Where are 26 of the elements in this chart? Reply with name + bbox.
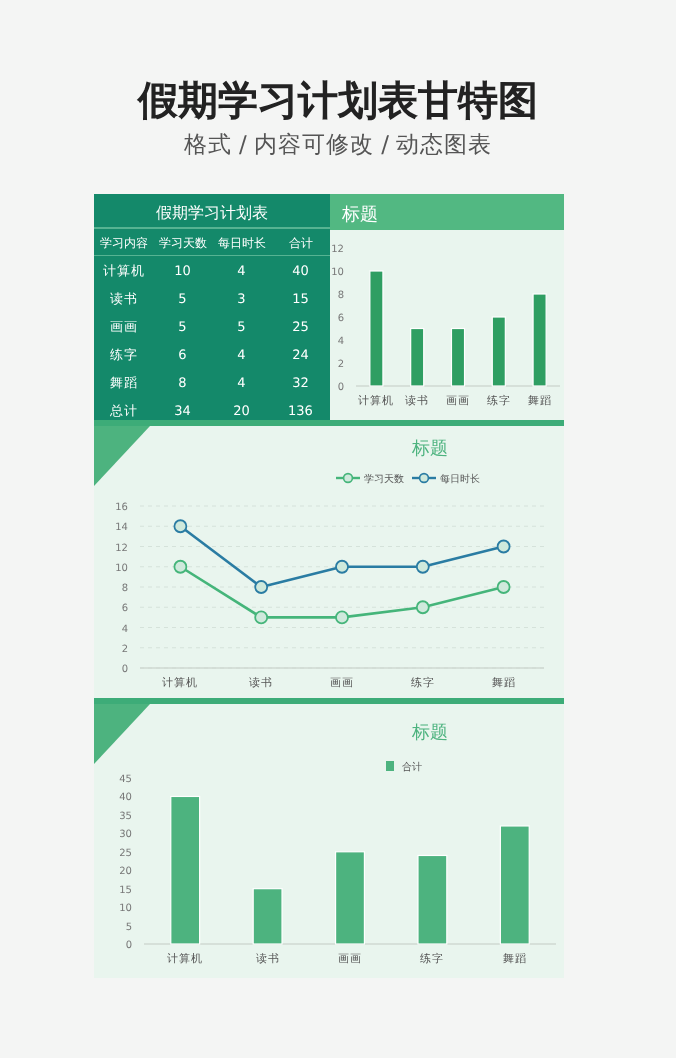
point (496, 539, 511, 554)
bar (532, 293, 547, 387)
point (415, 559, 430, 574)
point (173, 519, 188, 534)
point (173, 559, 188, 574)
text: 格式 / 内容可修改 / 动态图表 (181, 130, 493, 158)
point (496, 580, 511, 594)
bar (450, 327, 466, 387)
point (415, 600, 430, 615)
point (335, 559, 349, 574)
bar (170, 795, 201, 945)
point (254, 580, 269, 594)
text: 假期学习计划表甘特图 (136, 76, 538, 124)
bar (417, 854, 448, 945)
bar (410, 327, 425, 387)
bar (334, 851, 366, 945)
chart-title: 假期学习计划表 (156, 204, 268, 222)
bar (491, 316, 506, 387)
bar (499, 825, 530, 945)
bar (252, 888, 283, 945)
chart-title: 标题 (340, 204, 378, 226)
chart-title: 标题 (410, 722, 448, 744)
bar (369, 270, 384, 387)
point (254, 610, 269, 625)
point (335, 610, 349, 625)
chart-title: 标题 (410, 438, 448, 460)
